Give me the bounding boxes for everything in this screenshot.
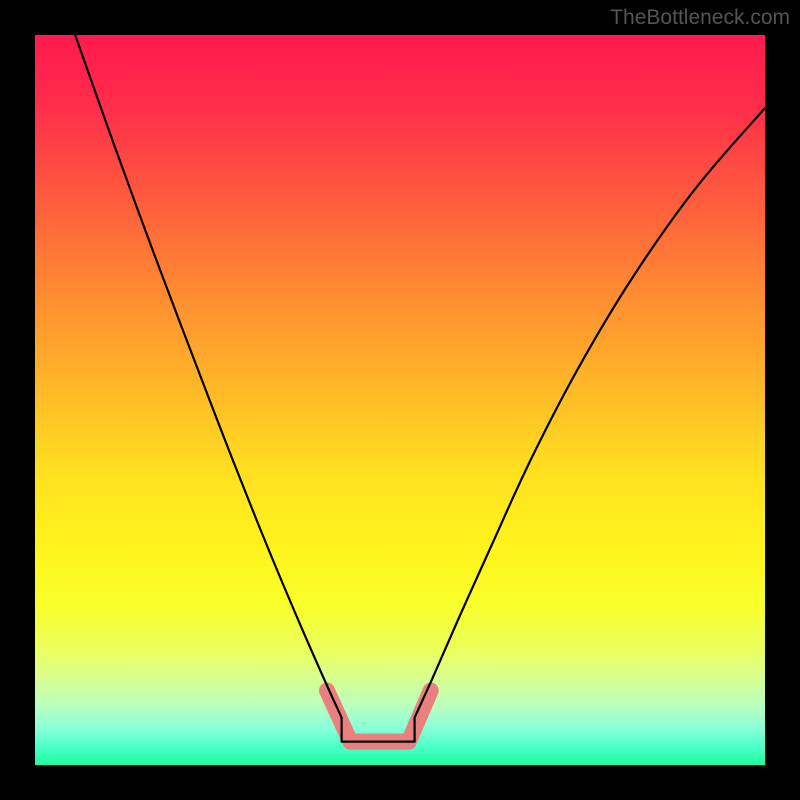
watermark-text: TheBottleneck.com <box>610 6 790 30</box>
chart-plot-area <box>35 35 765 765</box>
bottleneck-curve <box>35 35 765 765</box>
